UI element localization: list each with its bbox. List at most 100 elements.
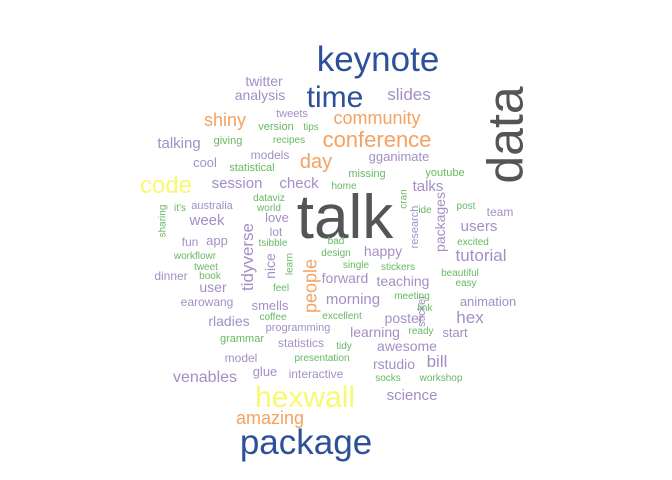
word-90: meeting [394,291,430,302]
word-89: feel [273,283,289,294]
word-74: ide [418,205,432,216]
word-10: day [300,151,332,173]
word-29: poster [385,310,424,326]
word-2: keynote [317,40,440,79]
word-54: lot [270,225,283,239]
word-62: giving [214,135,243,147]
word-17: talks [413,178,444,195]
word-43: love [265,210,289,225]
word-93: excellent [322,311,362,322]
word-5: hexwall [255,381,355,414]
word-23: hex [456,308,484,327]
word-65: recipes [273,135,305,146]
word-52: team [487,205,514,219]
word-40: twitter [245,73,283,89]
word-13: slides [387,85,430,104]
word-53: models [251,148,290,162]
word-76: sharing [158,205,169,238]
word-64: tips [303,122,319,133]
word-99: workshop [419,373,463,384]
word-21: tutorial [455,246,506,265]
word-70: cran [399,189,410,208]
word-73: world [256,203,281,214]
word-59: research [409,206,421,249]
word-83: book [199,271,222,282]
word-11: people [300,259,320,313]
word-33: teaching [377,273,430,289]
word-39: analysis [235,87,286,103]
word-81: workflowr [173,251,217,262]
word-96: tidy [336,341,352,352]
word-82: tweet [194,262,218,273]
word-30: learning [350,324,400,340]
word-63: version [258,121,293,133]
word-50: earowang [181,295,234,309]
word-78: bad [328,236,345,247]
word-80: excited [457,237,489,248]
word-98: socks [375,373,401,384]
word-57: australia [191,200,233,212]
word-35: forward [322,270,369,286]
word-38: packages [432,192,448,252]
word-68: youtube [425,167,464,179]
word-77: tsibble [259,238,288,249]
word-47: interactive [289,367,344,381]
word-20: users [461,218,498,235]
word-94: ready [408,326,433,337]
word-91: link [417,303,433,314]
word-22: morning [326,291,380,308]
word-8: community [333,108,420,128]
word-95: grammar [220,333,264,345]
word-67: missing [348,168,385,180]
word-55: model [225,351,258,365]
word-3: package [240,423,372,462]
word-85: single [343,260,370,271]
word-88: easy [455,278,476,289]
word-71: it’s [174,203,186,214]
word-27: rstudio [373,356,415,372]
word-84: learn [285,253,296,275]
word-19: tidyverse [238,223,257,291]
word-49: statistics [278,336,324,350]
word-61: programming [266,322,331,334]
word-14: talking [157,135,200,152]
word-28: awesome [377,338,437,354]
word-34: happy [364,243,402,259]
word-7: conference [323,127,432,152]
word-16: check [279,175,319,192]
word-56: dinner [154,269,187,283]
word-92: coffee [259,312,286,323]
word-48: glue [253,364,278,379]
word-32: animation [460,294,516,309]
word-12: amazing [236,408,304,428]
word-58: tweets [276,108,308,120]
word-0: talk [297,183,394,252]
word-87: beautiful [441,268,479,279]
word-37: user [199,279,227,295]
word-25: science [387,387,438,404]
word-1: data [478,86,534,184]
word-97: presentation [294,353,349,364]
word-66: statistical [229,162,274,174]
word-75: post [457,201,476,212]
word-24: venables [173,369,237,386]
word-4: time [307,81,364,114]
word-72: dataviz [253,193,285,204]
word-46: smells [252,298,289,313]
word-86: stickers [381,262,415,273]
word-42: cool [193,155,217,170]
word-31: rladies [208,313,249,329]
word-44: app [206,233,228,248]
word-51: start [442,325,468,340]
word-45: fun [182,235,199,249]
word-36: nice [262,253,278,279]
word-26: bill [427,352,448,371]
word-79: design [321,248,350,259]
word-15: session [212,175,263,192]
word-69: home [331,181,356,192]
word-41: gganimate [369,149,430,164]
word-18: week [188,212,225,229]
word-6: code [140,172,192,199]
word-9: shiny [204,110,246,130]
